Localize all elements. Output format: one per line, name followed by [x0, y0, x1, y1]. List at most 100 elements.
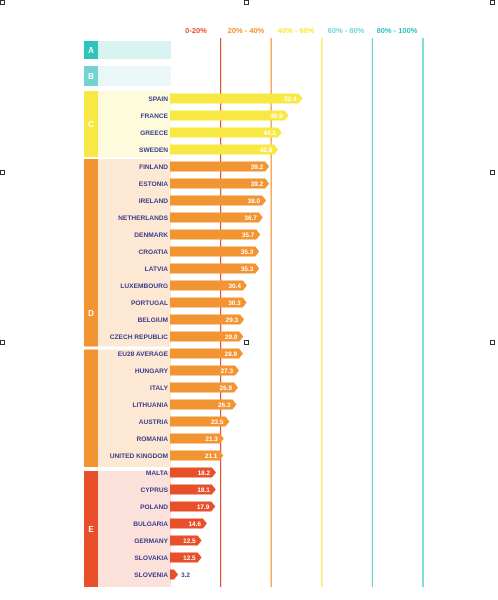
- grade-strip-e: [84, 471, 98, 587]
- category-label: MALTA: [146, 470, 168, 477]
- value-label: 18.1: [197, 487, 210, 494]
- category-label: FINLAND: [139, 164, 168, 171]
- category-label: IRELAND: [139, 198, 169, 205]
- bar: [170, 144, 279, 155]
- value-label: 21.3: [205, 436, 218, 443]
- bar: [170, 501, 216, 512]
- bar: [170, 552, 202, 563]
- resize-handle-lower-center[interactable]: [244, 340, 249, 345]
- bar: [170, 297, 247, 308]
- category-label: BELGIUM: [138, 317, 169, 324]
- grade-letter-b: B: [88, 72, 94, 81]
- category-label: GREECE: [140, 130, 168, 137]
- grade-strip-c: [84, 91, 98, 157]
- resize-handle-top-right[interactable]: [490, 0, 495, 5]
- bar: [170, 399, 237, 410]
- value-label: 18.2: [198, 470, 211, 477]
- value-label: 35.7: [242, 232, 255, 239]
- category-label: GERMANY: [134, 538, 168, 545]
- grade-panel-a: [84, 41, 171, 59]
- value-label: 39.2: [251, 181, 264, 188]
- bar: [170, 535, 202, 546]
- grade-panel-c: [84, 91, 171, 157]
- category-label: DENMARK: [134, 232, 168, 239]
- bar: [170, 433, 224, 444]
- value-label: 35.3: [241, 266, 254, 273]
- value-label: 38.0: [248, 198, 261, 205]
- band-header-1: 0-20%: [185, 26, 207, 35]
- value-label: 27.3: [221, 368, 234, 375]
- bar: [170, 93, 303, 104]
- bar: [170, 178, 270, 189]
- category-label: CROATIA: [138, 249, 168, 256]
- bar: [170, 314, 245, 325]
- value-label: 42.8: [260, 147, 273, 154]
- category-label: PORTUGAL: [131, 300, 168, 307]
- category-label: FRANCE: [141, 113, 169, 120]
- value-label: 39.2: [251, 164, 264, 171]
- category-label: EU28 AVERAGE: [118, 351, 169, 358]
- band-header-3: 40% - 60%: [278, 26, 315, 35]
- grade-panel-d: [84, 159, 171, 467]
- value-label: 30.4: [228, 283, 241, 290]
- bar: [170, 263, 260, 274]
- grade-letter-a: A: [88, 46, 94, 55]
- bar: [170, 331, 244, 342]
- category-label: SWEDEN: [139, 147, 168, 154]
- bar: [170, 229, 261, 240]
- category-label: LITHUANIA: [132, 402, 168, 409]
- bar: [170, 110, 289, 121]
- band-header-2: 20% - 40%: [228, 26, 265, 35]
- resize-handle-mid-left[interactable]: [0, 170, 5, 175]
- category-label: ITALY: [150, 385, 169, 392]
- value-label: 30.3: [228, 300, 241, 307]
- resize-handle-mid-right[interactable]: [490, 170, 495, 175]
- bar: [170, 161, 270, 172]
- category-label: CZECH REPUBLIC: [110, 334, 168, 341]
- bar: [170, 382, 239, 393]
- value-label: 29.3: [226, 317, 239, 324]
- grade-letter-c: C: [88, 120, 94, 129]
- value-label: 52.4: [284, 96, 297, 103]
- resize-handle-top-center[interactable]: [244, 0, 249, 5]
- grade-strip-d: [84, 159, 98, 467]
- category-label: CYPRUS: [141, 487, 169, 494]
- category-label: LATVIA: [145, 266, 169, 273]
- group-divider: [84, 346, 171, 350]
- bar: [170, 280, 247, 291]
- resize-handle-lower-left[interactable]: [0, 340, 5, 345]
- grade-letter-d: D: [88, 309, 94, 318]
- value-label: 29.0: [225, 334, 238, 341]
- category-label: BULGARIA: [133, 521, 168, 528]
- category-label: NETHERLANDS: [118, 215, 168, 222]
- bar: [170, 569, 179, 580]
- bar: [170, 212, 263, 223]
- value-label: 23.5: [211, 419, 224, 426]
- grade-letter-e: E: [88, 525, 94, 534]
- value-label: 12.5: [183, 555, 196, 562]
- grade-strip-a: [84, 41, 98, 59]
- value-label: 12.5: [183, 538, 196, 545]
- category-label: LUXEMBOURG: [120, 283, 168, 290]
- bar: [170, 365, 240, 376]
- category-label: SLOVAKIA: [134, 555, 168, 562]
- bar: [170, 416, 230, 427]
- value-label: 35.3: [241, 249, 254, 256]
- value-label: 36.7: [244, 215, 257, 222]
- grade-panel-b: [84, 66, 171, 86]
- resize-handle-lower-right[interactable]: [490, 340, 495, 345]
- value-label: 21.1: [205, 453, 218, 460]
- category-label: ROMANIA: [136, 436, 168, 443]
- resize-handle-top-left[interactable]: [0, 0, 5, 5]
- bar: [170, 467, 217, 478]
- bar: [170, 484, 216, 495]
- category-label: UNITED KINGDOM: [110, 453, 169, 460]
- value-label: 26.3: [218, 402, 231, 409]
- category-label: HUNGARY: [135, 368, 169, 375]
- value-label: 44.2: [263, 130, 276, 137]
- category-label: AUSTRIA: [139, 419, 169, 426]
- bar: [170, 348, 244, 359]
- grade-panel-e: [84, 471, 171, 587]
- band-header-5: 80% - 100%: [377, 26, 418, 35]
